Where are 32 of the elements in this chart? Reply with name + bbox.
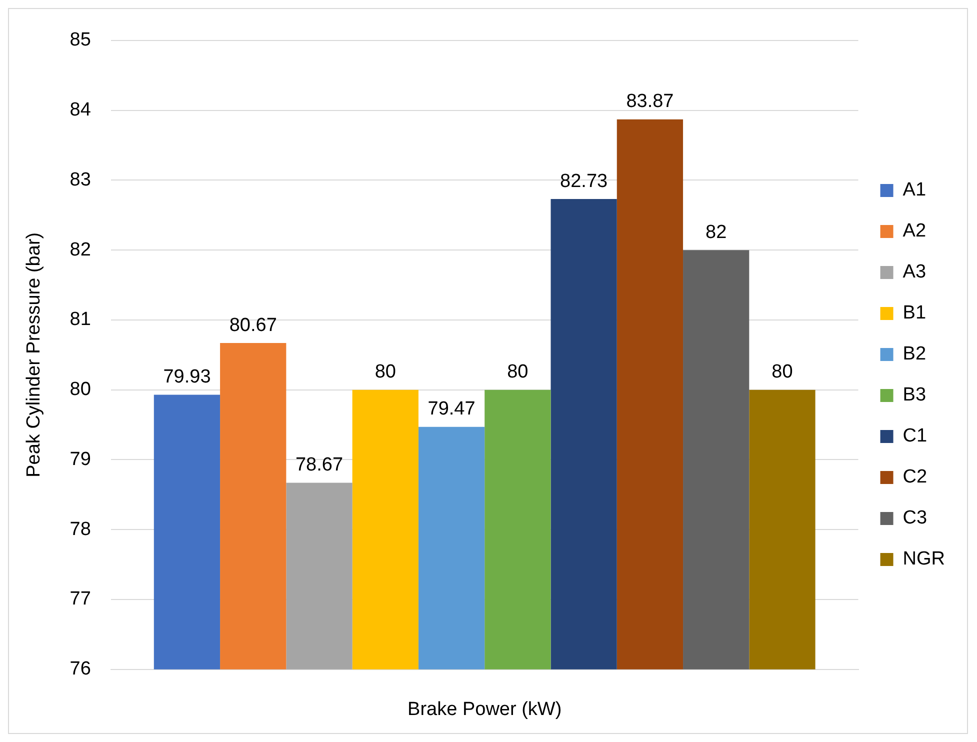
y-tick-label: 84 (70, 100, 92, 121)
y-tick-label: 80 (70, 379, 91, 400)
y-tick-label: 79 (70, 448, 91, 470)
data-label: 79.47 (428, 398, 476, 420)
y-tick-label: 78 (70, 518, 91, 540)
legend-label: B1 (902, 302, 926, 324)
y-tick-label: 77 (70, 588, 91, 610)
legend-label: B2 (902, 344, 926, 365)
x-axis-title: Brake Power (kW) (408, 698, 562, 720)
legend-label: A2 (902, 220, 926, 242)
y-tick-label: 81 (70, 309, 91, 330)
data-label: 82 (706, 222, 727, 243)
legend-label: A3 (902, 262, 926, 283)
data-label: 80.67 (229, 314, 277, 336)
legend-label: A1 (902, 180, 926, 201)
data-label: 80 (772, 362, 793, 383)
data-label: 80 (374, 362, 396, 383)
y-tick-label: 85 (70, 30, 91, 51)
legend-label: C2 (902, 466, 928, 488)
legend-label: NGR (902, 548, 946, 570)
y-tick-label: 83 (70, 169, 91, 190)
legend-label: C1 (902, 426, 928, 447)
y-tick-label: 76 (70, 658, 91, 680)
data-label: 82.73 (560, 170, 608, 192)
y-tick-label: 82 (70, 239, 91, 260)
data-label: 83.87 (626, 91, 674, 112)
data-label: 78.67 (295, 454, 344, 476)
legend-label: C3 (902, 508, 928, 529)
legend-label: B3 (902, 384, 926, 406)
data-label: 80 (507, 362, 528, 383)
data-label: 79.93 (163, 366, 211, 388)
y-axis-title: Peak Cylinder Pressure (bar) (24, 232, 45, 478)
